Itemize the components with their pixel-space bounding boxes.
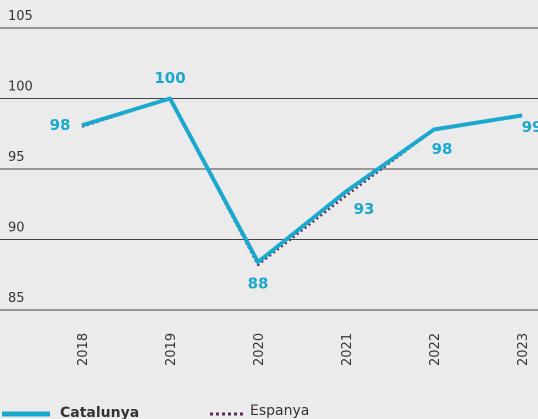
- x-tick-label: 2021: [340, 333, 355, 366]
- x-tick-label: 2019: [164, 333, 179, 366]
- y-tick-label: 90: [8, 221, 25, 236]
- x-tick-label: 2018: [76, 333, 91, 366]
- x-tick-label: 2023: [516, 333, 531, 366]
- y-tick-label: 85: [8, 291, 25, 306]
- data-label: 99: [522, 118, 538, 136]
- legend-label: Espanya: [250, 403, 309, 419]
- y-tick-label: 105: [8, 9, 33, 24]
- y-tick-label: 95: [8, 150, 25, 165]
- data-label: 100: [154, 69, 185, 87]
- y-tick-label: 100: [8, 80, 33, 95]
- data-label: 93: [354, 200, 375, 218]
- data-label: 98: [50, 116, 71, 134]
- data-label: 88: [248, 275, 269, 293]
- legend-label: Catalunya: [60, 405, 139, 419]
- x-tick-label: 2020: [252, 333, 267, 366]
- x-tick-label: 2022: [428, 333, 443, 366]
- line: [81, 96, 523, 265]
- line: [81, 97, 523, 267]
- data-label: 98: [432, 140, 453, 158]
